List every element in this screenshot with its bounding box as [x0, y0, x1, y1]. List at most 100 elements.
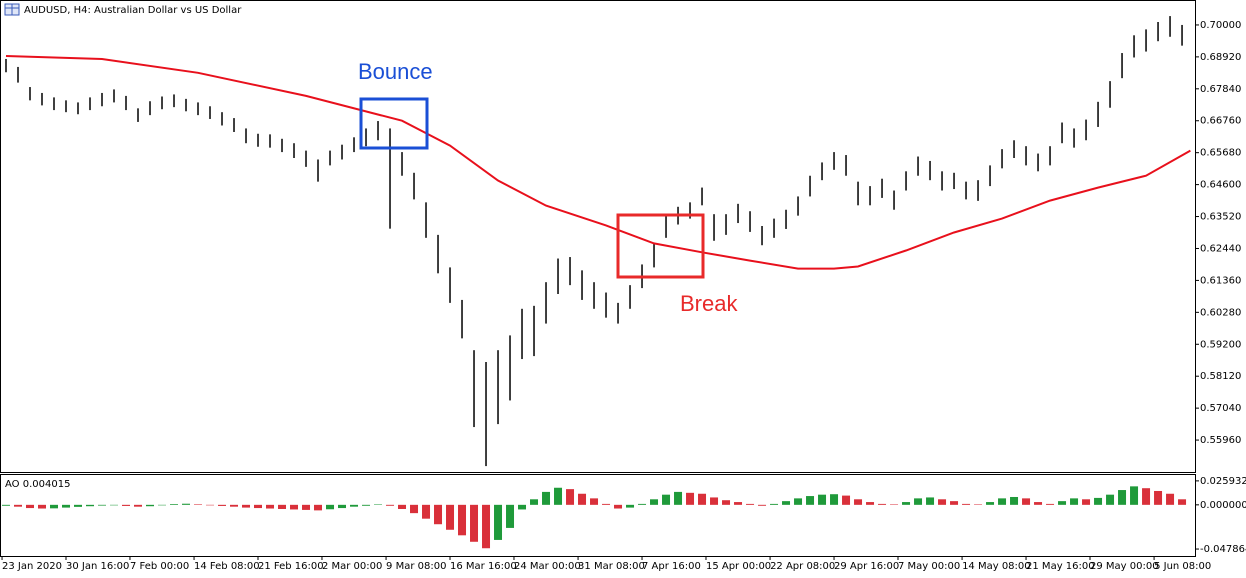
ao-bar: [470, 504, 479, 542]
moving-average: [5, 55, 1191, 270]
ao-bar: [578, 493, 587, 505]
ao-bar: [554, 487, 563, 505]
x-tick-label: 16 Mar 16:00: [450, 561, 517, 572]
ao-bar: [1070, 498, 1079, 505]
x-tick-label: 7 Feb 00:00: [130, 561, 189, 572]
chart-title: AUDUSD, H4: Australian Dollar vs US Doll…: [24, 5, 242, 16]
ao-bar: [542, 491, 551, 505]
ao-bar: [1046, 503, 1055, 505]
price-panel: [0, 0, 1196, 473]
annotation: Bounce: [358, 59, 433, 84]
ao-bar: [1106, 494, 1115, 505]
ao-bar: [290, 504, 299, 510]
ao-bar: [1178, 499, 1187, 505]
x-tick-label: 24 Mar 00:00: [514, 561, 581, 572]
ao-bar: [194, 504, 203, 505]
ao-bar: [458, 504, 467, 536]
ao-bar: [158, 504, 167, 506]
y-tick-label: 0.025932: [1200, 476, 1246, 487]
x-tick-label: 30 Jan 16:00: [66, 561, 129, 572]
ao-bar: [14, 504, 23, 507]
ao-bar: [962, 503, 971, 505]
x-tick-label: 5 Jun 08:00: [1154, 561, 1211, 572]
indicator-label: AO 0.004015: [5, 479, 70, 490]
y-tick-label: 0.000000: [1200, 500, 1246, 511]
x-tick-label: 2 Mar 00:00: [322, 561, 382, 572]
ao-bar: [686, 492, 695, 505]
ao-bar: [722, 500, 731, 505]
ao-bar: [1058, 501, 1067, 505]
ao-bar: [710, 497, 719, 505]
ao-bar: [782, 501, 791, 505]
ao-bar: [806, 496, 815, 505]
ao-bar: [122, 504, 131, 506]
ao-bar: [746, 503, 755, 505]
ao-bar: [50, 504, 59, 509]
break-box: [616, 213, 705, 279]
y-tick-label: 0.60280: [1200, 307, 1241, 318]
ao-bar: [278, 504, 287, 509]
ao-bar: [626, 504, 635, 508]
x-tick-label: 31 Mar 08:00: [578, 561, 645, 572]
ao-bar: [590, 498, 599, 505]
ao-bar: [314, 504, 323, 511]
y-tick-label: 0.70000: [1200, 20, 1241, 31]
ao-bar: [638, 503, 647, 505]
y-tick-label: 0.64600: [1200, 180, 1241, 191]
x-tick-label: 14 May 08:00: [962, 561, 1031, 572]
y-tick-label: 0.66760: [1200, 116, 1241, 127]
ao-bar: [854, 499, 863, 505]
ao-bar: [182, 503, 191, 505]
ao-bar: [110, 504, 119, 506]
ao-bar: [506, 504, 515, 528]
x-tick-label: 7 Apr 16:00: [642, 561, 701, 572]
ao-bar: [386, 504, 395, 506]
ao-bar: [890, 504, 899, 505]
ao-bar: [926, 497, 935, 505]
bounce-box: [359, 97, 429, 150]
indicator-panel: [0, 474, 1196, 557]
y-tick-label: 0.62440: [1200, 243, 1241, 254]
ao-bar: [794, 498, 803, 505]
ao-bar: [986, 502, 995, 505]
ao-bar: [1154, 490, 1163, 505]
ao-bar: [62, 504, 71, 508]
ao-bar: [338, 504, 347, 509]
y-tick-label: 0.63520: [1200, 212, 1241, 223]
ao-bar: [74, 504, 83, 507]
ao-bar: [350, 504, 359, 507]
y-tick-label: 0.61360: [1200, 275, 1241, 286]
ao-bar: [1022, 498, 1031, 505]
ao-bar: [302, 504, 311, 510]
ao-bar: [1142, 488, 1151, 505]
ao-bar: [662, 494, 671, 505]
ao-bar: [1082, 499, 1091, 505]
ao-bar: [374, 504, 383, 505]
ao-bar: [518, 504, 527, 510]
y-tick-label: 0.57040: [1200, 403, 1241, 414]
y-tick-label: 0.68920: [1200, 52, 1241, 63]
ao-bar: [254, 504, 263, 509]
ao-bar: [242, 504, 251, 508]
ao-bar: [938, 499, 947, 505]
ao-bar: [1118, 490, 1127, 505]
x-tick-label: 21 Feb 16:00: [258, 561, 324, 572]
y-tick-label: 0.65680: [1200, 148, 1241, 159]
ao-bar: [602, 503, 611, 505]
x-tick-label: 15 Apr 00:00: [706, 561, 771, 572]
ao-bar: [674, 491, 683, 505]
y-tick-label: 0.59200: [1200, 339, 1241, 350]
ao-bar: [206, 504, 215, 506]
ao-bar: [734, 502, 743, 505]
ao-bar: [398, 504, 407, 509]
ao-bar: [266, 504, 275, 509]
y-tick-label: 0.67840: [1200, 84, 1241, 95]
ao-bar: [1130, 486, 1139, 505]
ao-bar: [950, 501, 959, 505]
ao-bar: [230, 504, 239, 507]
ao-bar: [434, 504, 443, 525]
y-tick-label: 0.55960: [1200, 435, 1241, 446]
ao-bar: [410, 504, 419, 514]
ao-bar: [146, 504, 155, 507]
ao-bar: [446, 504, 455, 530]
